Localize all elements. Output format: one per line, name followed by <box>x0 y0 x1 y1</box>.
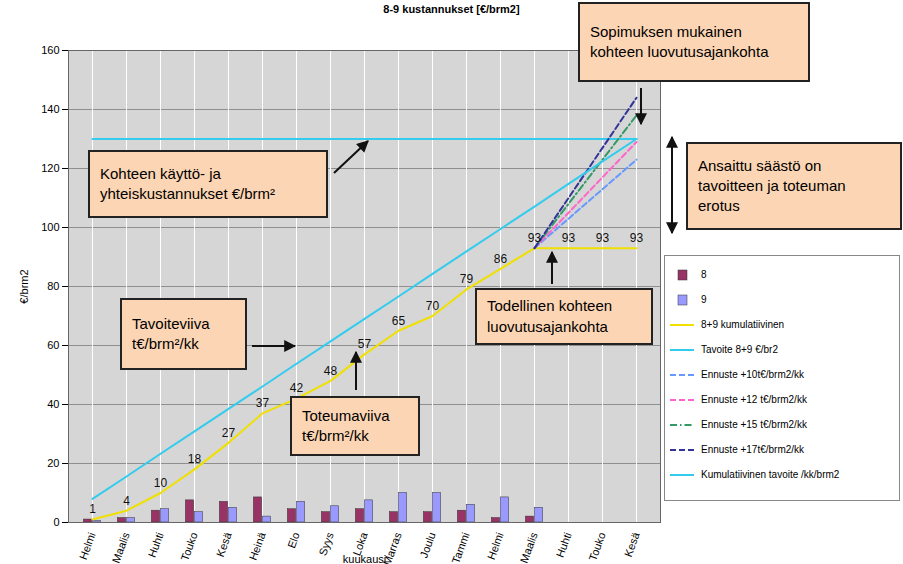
html-text:Ennuste +10t€/brm2/kk: Ennuste +10t€/brm2/kk <box>701 369 805 380</box>
svg-text:57: 57 <box>358 337 372 351</box>
html-text:Ennuste +17t€/brm2/kk: Ennuste +17t€/brm2/kk <box>701 444 805 455</box>
svg-text:Maalis: Maalis <box>518 530 540 564</box>
svg-text:4: 4 <box>123 494 130 508</box>
html-text:Toteumaviiva: Toteumaviiva <box>302 406 390 424</box>
svg-text:Kesä: Kesä <box>622 530 642 558</box>
svg-text:86: 86 <box>494 252 508 266</box>
svg-text:93: 93 <box>596 231 610 245</box>
svg-text:Tammi: Tammi <box>449 531 471 564</box>
svg-text:100: 100 <box>41 221 59 233</box>
svg-text:Touko: Touko <box>586 531 607 563</box>
svg-text:Huhti: Huhti <box>146 531 166 559</box>
svg-text:€/brm2: €/brm2 <box>18 269 30 303</box>
svg-text:0: 0 <box>53 516 59 528</box>
html-text:Sopimuksen mukainen: Sopimuksen mukainen <box>590 22 742 40</box>
html-text:tavoitteen ja toteuman: tavoitteen ja toteuman <box>698 176 846 194</box>
svg-text:Huhti: Huhti <box>554 531 574 559</box>
svg-text:37: 37 <box>256 396 270 410</box>
svg-text:79: 79 <box>460 272 474 286</box>
svg-text:Joulu: Joulu <box>417 531 437 560</box>
svg-text:48: 48 <box>324 364 338 378</box>
svg-text:20: 20 <box>47 457 59 469</box>
svg-text:160: 160 <box>41 44 59 56</box>
html-text:Ennuste +12 t€/brm2/kk: Ennuste +12 t€/brm2/kk <box>701 394 807 405</box>
html-text:t€/brm²/kk: t€/brm²/kk <box>302 427 369 444</box>
html-text:Tavoite 8+9 €/br2: Tavoite 8+9 €/br2 <box>701 344 778 355</box>
svg-text:140: 140 <box>41 103 59 115</box>
svg-text:18: 18 <box>188 452 202 466</box>
html-text:9: 9 <box>701 294 707 305</box>
svg-text:120: 120 <box>41 162 59 174</box>
svg-text:Touko: Touko <box>178 531 199 563</box>
svg-text:Maalis: Maalis <box>110 530 132 564</box>
svg-text:65: 65 <box>392 314 406 328</box>
html-text:luovutusajankohta: luovutusajankohta <box>487 317 608 335</box>
html-text:Ennuste +15 t€/brm2/kk: Ennuste +15 t€/brm2/kk <box>701 419 807 430</box>
svg-text:93: 93 <box>562 231 576 245</box>
svg-text:Elo: Elo <box>285 531 302 550</box>
html-text:yhteiskustannukset €/brm²: yhteiskustannukset €/brm² <box>100 185 276 202</box>
svg-text:Loka: Loka <box>350 530 370 558</box>
html-text:8-9 kustannukset [€/brm2]: 8-9 kustannukset [€/brm2] <box>383 3 520 15</box>
svg-text:60: 60 <box>47 339 59 351</box>
html-text:kohteen luovutusajankohta: kohteen luovutusajankohta <box>590 43 769 60</box>
html-text:Kumulatiivinen tavoite /kk/brm: Kumulatiivinen tavoite /kk/brm2 <box>701 469 840 480</box>
html-text:erotus: erotus <box>698 197 740 215</box>
html-text:t€/brm²/kk: t€/brm²/kk <box>132 335 199 352</box>
html-text:Tavoiteviiva: Tavoiteviiva <box>132 314 210 332</box>
html-text:8: 8 <box>701 269 707 280</box>
svg-text:27: 27 <box>222 426 236 440</box>
html-text:Todellinen kohteen: Todellinen kohteen <box>487 297 613 315</box>
svg-text:93: 93 <box>528 231 542 245</box>
svg-text:1: 1 <box>89 502 96 516</box>
html-text:8+9 kumulatiivinen: 8+9 kumulatiivinen <box>701 319 785 330</box>
svg-text:10: 10 <box>154 476 168 490</box>
svg-text:Syys: Syys <box>316 530 336 557</box>
svg-text:Helmi: Helmi <box>77 531 98 562</box>
svg-text:93: 93 <box>630 231 644 245</box>
html-text:Ansaittu säästö on: Ansaittu säästö on <box>698 156 822 174</box>
svg-text:40: 40 <box>47 398 59 410</box>
svg-text:70: 70 <box>426 299 440 313</box>
html-text:Kohteen käyttö- ja: Kohteen käyttö- ja <box>100 164 221 182</box>
svg-text:Kesä: Kesä <box>214 530 234 558</box>
svg-text:Helmi: Helmi <box>485 531 506 562</box>
svg-text:kuukausi: kuukausi <box>343 553 386 564</box>
svg-text:42: 42 <box>290 381 304 395</box>
svg-text:Heinä: Heinä <box>247 530 268 562</box>
svg-text:80: 80 <box>47 280 59 292</box>
